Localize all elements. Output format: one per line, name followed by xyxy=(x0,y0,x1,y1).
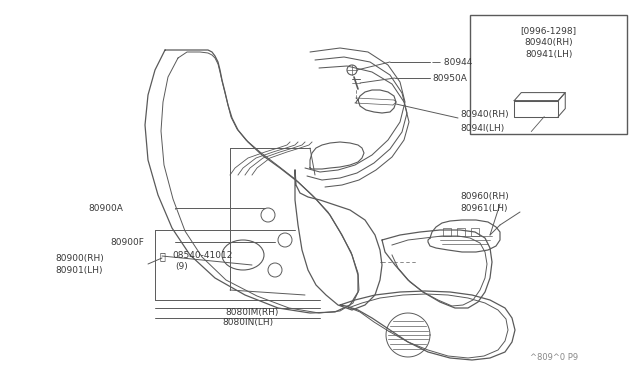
Text: 80950A: 80950A xyxy=(432,74,467,83)
Text: 80900(RH): 80900(RH) xyxy=(55,253,104,263)
Text: ^809^0 P9: ^809^0 P9 xyxy=(530,353,578,362)
Text: 80900A: 80900A xyxy=(88,203,123,212)
Text: 80940(RH): 80940(RH) xyxy=(460,109,509,119)
Text: (9): (9) xyxy=(175,262,188,270)
Text: — 80944: — 80944 xyxy=(432,58,472,67)
Bar xyxy=(457,228,465,236)
Text: [0996-1298]: [0996-1298] xyxy=(521,26,577,35)
Text: 80901(LH): 80901(LH) xyxy=(55,266,102,275)
Text: 8094I(LH): 8094I(LH) xyxy=(460,124,504,132)
Bar xyxy=(443,228,451,236)
Text: 80961(LH): 80961(LH) xyxy=(460,203,508,212)
Text: 8080IM(RH): 8080IM(RH) xyxy=(225,308,278,317)
Text: 8080IN(LH): 8080IN(LH) xyxy=(222,318,273,327)
Text: 80940(RH): 80940(RH) xyxy=(525,38,573,47)
Text: 80941(LH): 80941(LH) xyxy=(525,50,573,60)
Text: 80960(RH): 80960(RH) xyxy=(460,192,509,201)
Text: Ⓢ: Ⓢ xyxy=(159,251,165,261)
Text: 80900F: 80900F xyxy=(110,237,144,247)
Bar xyxy=(471,228,479,236)
Bar xyxy=(470,15,627,134)
Text: 08540-41012: 08540-41012 xyxy=(172,251,232,260)
